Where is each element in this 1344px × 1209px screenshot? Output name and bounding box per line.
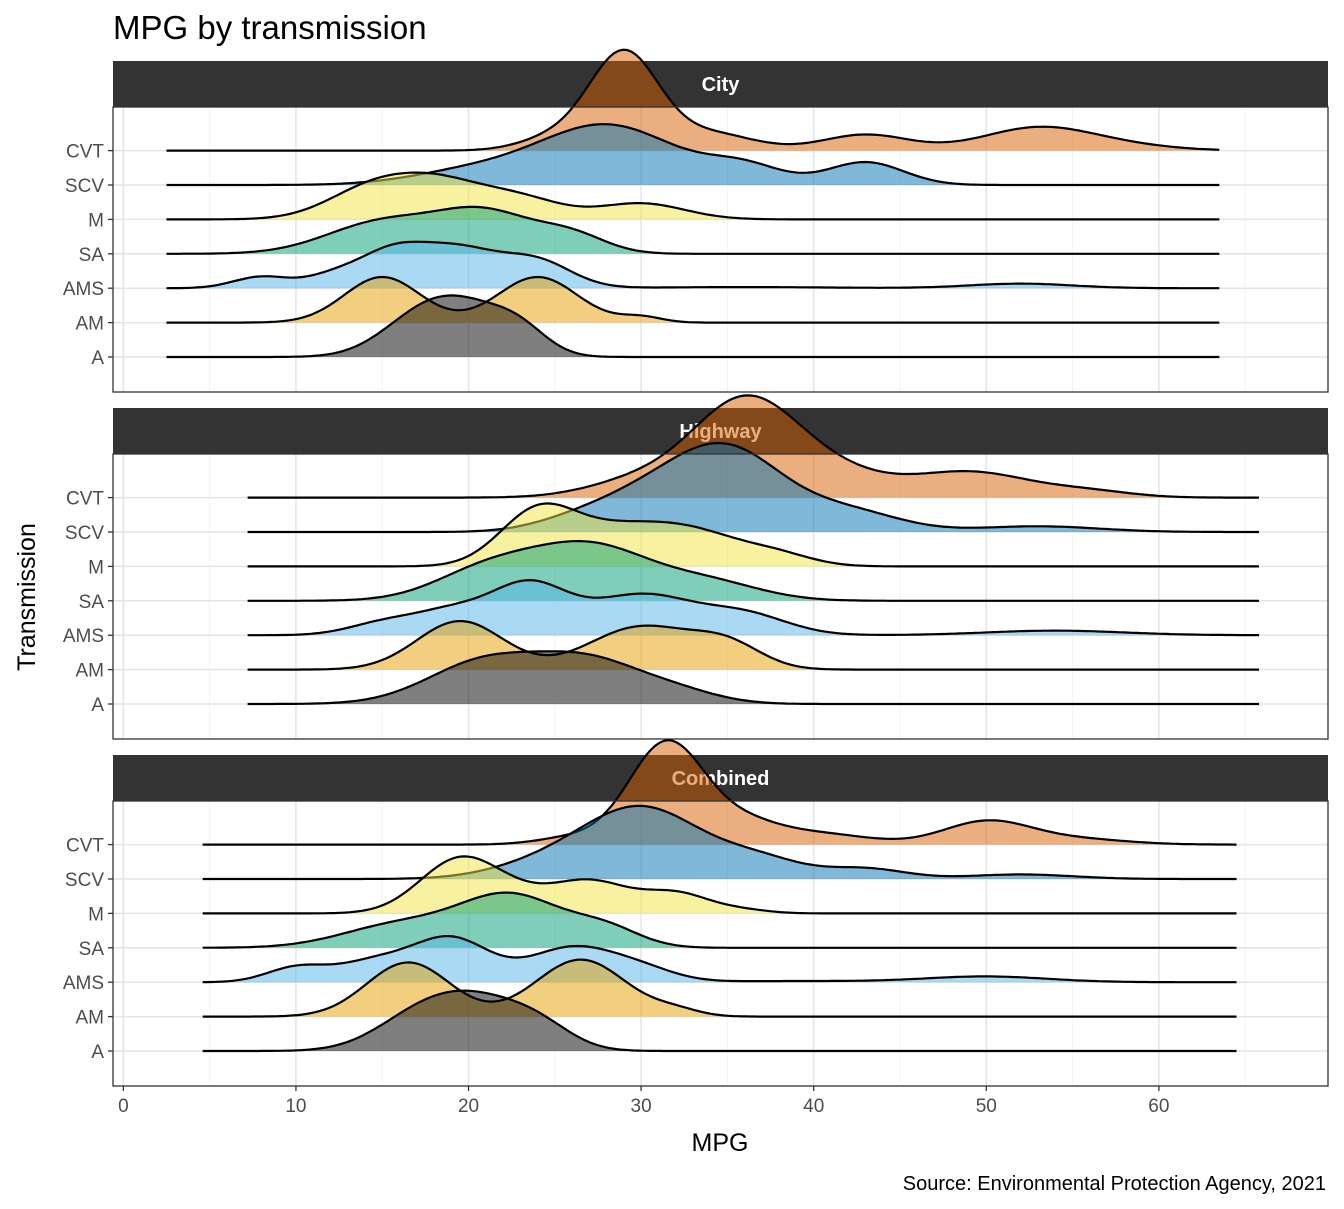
ridge-area-m xyxy=(247,503,1260,567)
panel-city: City A AM AMS SA M SCV CVT xyxy=(63,48,1329,393)
ridge-line-cvt xyxy=(247,394,1259,499)
ridge-scv xyxy=(247,441,1260,534)
ridge-line-sa xyxy=(202,891,1237,949)
y-axis-title: Transmission xyxy=(13,523,41,671)
panel-border xyxy=(112,800,1329,1087)
ridge-line-ams xyxy=(247,578,1259,637)
ridge-line-cvt xyxy=(166,48,1220,152)
y-axis: A AM AMS SA M SCV CVT xyxy=(63,489,113,716)
ridge-ams xyxy=(202,934,1237,984)
y-tick-label-am: AM xyxy=(76,661,105,682)
ridge-a xyxy=(202,989,1237,1053)
y-tick-label-scv: SCV xyxy=(65,523,104,544)
ridge-line-am xyxy=(202,958,1237,1018)
ridge-area-cvt xyxy=(247,395,1260,498)
ridge-line-scv xyxy=(166,123,1220,187)
facet-strip-label: City xyxy=(702,74,741,96)
ridge-area-scv xyxy=(166,124,1220,185)
y-tick-label-cvt: CVT xyxy=(66,142,104,163)
y-tick-label-m: M xyxy=(88,210,104,231)
ridge-line-scv xyxy=(202,804,1237,881)
ridge-area-ams xyxy=(247,580,1260,636)
y-tick-label-cvt: CVT xyxy=(66,836,104,857)
ridge-m xyxy=(247,502,1260,568)
ridge-line-sa xyxy=(247,540,1259,602)
x-tick-label: 40 xyxy=(803,1096,824,1117)
ridge-cvt xyxy=(202,739,1237,846)
panel-border xyxy=(112,453,1329,740)
y-tick-label-m: M xyxy=(88,904,104,925)
ridge-ams xyxy=(247,578,1260,637)
ridge-area-scv xyxy=(247,443,1260,532)
ridge-line-m xyxy=(247,502,1259,568)
x-axis: 0 10 20 30 40 50 60 xyxy=(118,1086,1169,1117)
ridge-sa xyxy=(247,540,1260,602)
ridge-area-cvt xyxy=(202,740,1237,845)
x-tick-label: 30 xyxy=(631,1096,652,1117)
y-tick-label-sa: SA xyxy=(79,592,105,613)
ridge-area-ams xyxy=(166,241,1220,289)
y-tick-label-a: A xyxy=(91,348,104,369)
x-tick-label: 50 xyxy=(976,1096,997,1117)
ridge-line-ams xyxy=(202,934,1237,984)
chart-caption: Source: Environmental Protection Agency,… xyxy=(903,1173,1326,1195)
ridge-area-sa xyxy=(202,892,1237,948)
y-tick-label-scv: SCV xyxy=(65,176,104,197)
x-tick-label: 10 xyxy=(285,1096,306,1117)
ridge-line-a xyxy=(166,294,1220,359)
ridge-line-a xyxy=(202,989,1237,1053)
y-axis: A AM AMS SA M SCV CVT xyxy=(63,836,113,1063)
ridge-ams xyxy=(166,240,1220,290)
x-tick-label: 60 xyxy=(1148,1096,1169,1117)
ridge-area-cvt xyxy=(166,49,1220,151)
ridge-sa xyxy=(202,891,1237,949)
y-tick-label-m: M xyxy=(88,557,104,578)
panel-border xyxy=(112,106,1329,393)
ridge-line-a xyxy=(247,650,1259,706)
y-tick-label-ams: AMS xyxy=(63,626,104,647)
ridge-area-a xyxy=(166,295,1220,357)
ridge-area-a xyxy=(247,651,1260,704)
y-tick-label-sa: SA xyxy=(79,245,105,266)
facet-strip xyxy=(113,61,1328,107)
ridge-area-a xyxy=(202,990,1237,1051)
ridge-m xyxy=(166,171,1220,221)
y-tick-label-ams: AMS xyxy=(63,279,104,300)
ridge-cvt xyxy=(247,394,1260,499)
ridge-area-scv xyxy=(202,805,1237,879)
y-tick-label-cvt: CVT xyxy=(66,489,104,510)
y-tick-label-a: A xyxy=(91,695,104,716)
ridge-line-m xyxy=(202,855,1237,915)
y-tick-label-am: AM xyxy=(76,1008,105,1029)
chart-panels: CityAAMAMSSAMSCVCVTHighwayAAMAMSSAMSCVCV… xyxy=(63,48,1329,1087)
y-axis: A AM AMS SA M SCV CVT xyxy=(63,142,113,369)
ridge-a xyxy=(166,294,1220,359)
y-tick-label-am: AM xyxy=(76,314,105,335)
ridge-line-ams xyxy=(166,240,1220,290)
ridge-m xyxy=(202,855,1237,915)
x-tick-label: 0 xyxy=(118,1096,129,1117)
ridge-line-sa xyxy=(166,205,1220,255)
x-axis-title: MPG xyxy=(692,1129,749,1157)
ridge-line-am xyxy=(247,620,1259,671)
chart-title: MPG by transmission xyxy=(113,9,427,46)
ridge-line-m xyxy=(166,171,1220,221)
ridge-line-cvt xyxy=(202,739,1237,846)
ridge-area-m xyxy=(166,172,1220,220)
ridge-cvt xyxy=(166,48,1220,152)
x-tick-label: 20 xyxy=(458,1096,479,1117)
ridge-scv xyxy=(166,123,1220,187)
y-tick-label-a: A xyxy=(91,1042,104,1063)
y-tick-label-scv: SCV xyxy=(65,870,104,891)
y-tick-label-sa: SA xyxy=(79,939,105,960)
ridge-a xyxy=(247,650,1260,706)
ridge-scv xyxy=(202,804,1237,881)
ridge-area-m xyxy=(202,856,1237,914)
ridge-line-am xyxy=(166,275,1220,324)
ridge-area-ams xyxy=(202,936,1237,983)
panel-highway: HighwayAAMAMSSAMSCVCVT xyxy=(63,394,1329,740)
y-tick-label-ams: AMS xyxy=(63,973,104,994)
